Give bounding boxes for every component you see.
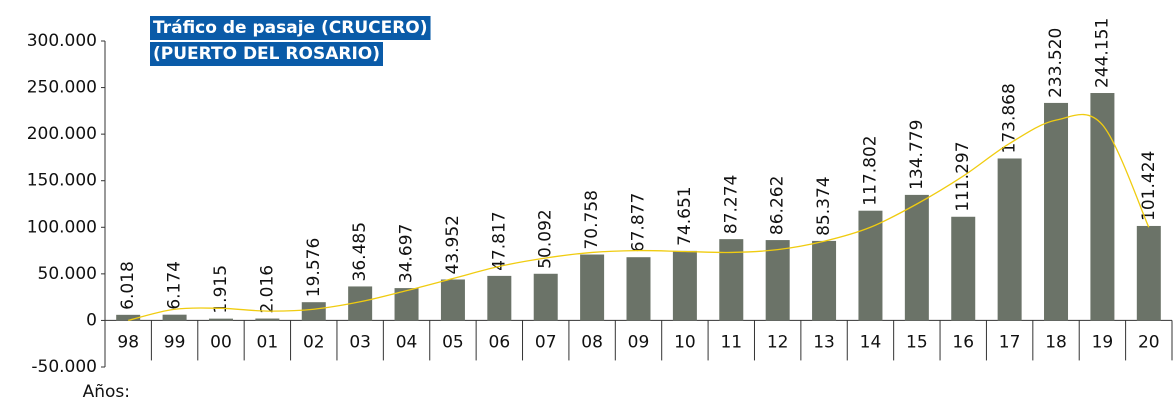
y-tick-label: 50.000 [38,264,97,284]
bar [533,273,558,321]
x-tick-label: 12 [767,332,789,352]
y-tick-label: 250.000 [27,78,97,98]
x-tick-label: 07 [535,332,557,352]
x-tick-label: 18 [1045,332,1067,352]
bar [440,279,465,321]
bar [1136,225,1161,321]
title-background [150,42,383,66]
value-label: 86.262 [768,176,788,235]
value-label: 134.779 [907,120,927,190]
chart-title: Tráfico de pasaje (CRUCERO) [153,18,428,38]
bar [765,240,790,321]
value-label: 50.092 [536,209,556,268]
y-tick-label: 150.000 [27,171,97,191]
bar [719,239,744,321]
value-label: 67.877 [629,193,649,252]
bar [858,210,883,321]
y-tick-label: 100.000 [27,217,97,237]
value-label: 47.817 [489,211,509,270]
y-tick-label: 0 [86,310,97,330]
bar [1090,93,1115,321]
x-tick-label: 08 [581,332,603,352]
bar [997,158,1022,321]
value-label: 233.520 [1046,28,1066,98]
x-axis-label: Años: [83,382,130,402]
x-tick-label: 19 [1092,332,1114,352]
value-label: 36.485 [350,222,370,281]
bar [672,250,697,321]
x-tick-label: 11 [720,332,742,352]
bar [208,318,233,321]
bar [162,314,187,321]
x-tick-label: 16 [952,332,974,352]
bar [951,216,976,321]
x-tick-label: 00 [210,332,232,352]
value-label: 19.576 [304,238,324,297]
bar [116,314,141,321]
bar [255,318,280,321]
x-tick-label: 15 [906,332,928,352]
y-tick-label: 300.000 [27,31,97,51]
bar [487,275,512,321]
trend-line [128,113,1150,322]
value-label: 87.274 [721,175,741,234]
x-tick-label: 06 [489,332,511,352]
y-tick-label: -50.000 [31,357,97,377]
value-label: 34.697 [397,224,417,283]
x-tick-label: 98 [117,332,139,352]
x-tick-label: 99 [164,332,186,352]
chart-title: (PUERTO DEL ROSARIO) [153,44,380,64]
bar [812,240,837,321]
value-label: 85.374 [814,176,834,235]
value-label: 101.424 [1139,151,1159,221]
bar [301,302,326,321]
bar [1044,102,1069,321]
title-background [150,16,431,40]
x-tick-label: 14 [860,332,882,352]
y-tick-label: 200.000 [27,124,97,144]
value-label: 43.952 [443,215,463,274]
bar [580,254,605,321]
x-tick-label: 09 [628,332,650,352]
x-tick-label: 10 [674,332,696,352]
value-label: 244.151 [1092,18,1112,88]
x-tick-label: 05 [442,332,464,352]
x-tick-label: 17 [999,332,1021,352]
bar [904,194,929,321]
value-label: 1.915 [211,265,231,314]
value-label: 74.651 [675,186,695,245]
x-tick-label: 04 [396,332,418,352]
value-label: 6.174 [165,261,185,310]
value-label: 70.758 [582,190,602,249]
x-tick-label: 13 [813,332,835,352]
x-tick-label: 01 [257,332,279,352]
x-tick-label: 20 [1138,332,1160,352]
bar [394,288,419,321]
value-label: 173.868 [1000,83,1020,153]
value-label: 6.018 [118,261,138,310]
value-label: 2.016 [257,265,277,314]
x-tick-label: 02 [303,332,325,352]
value-label: 117.802 [860,135,880,205]
bar [626,257,651,321]
x-tick-label: 03 [349,332,371,352]
